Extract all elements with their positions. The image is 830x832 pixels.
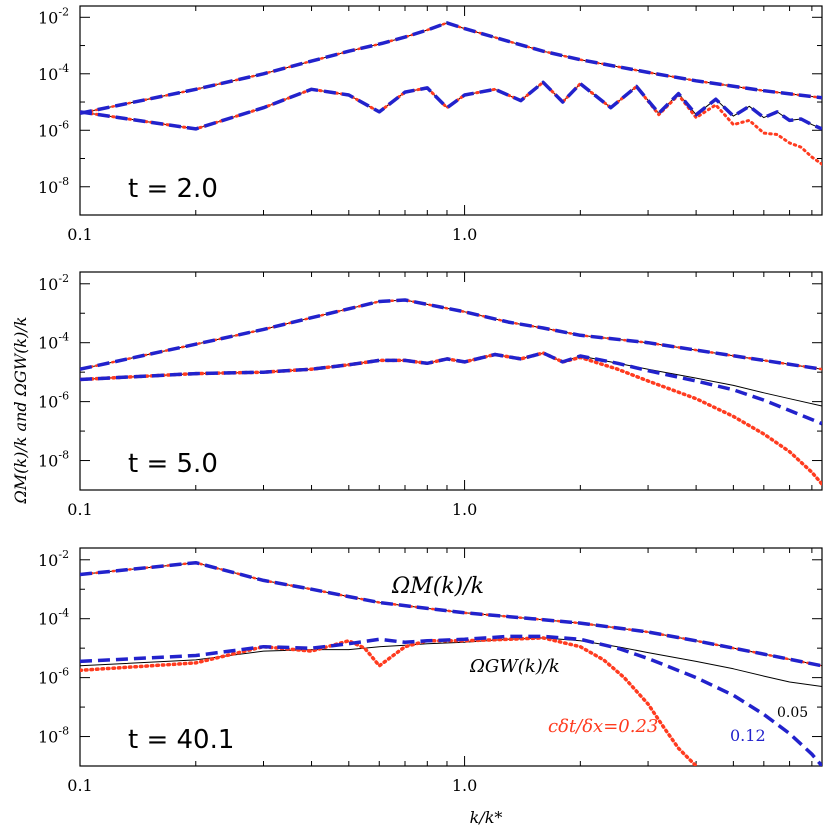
panel-2: 0.1 1.0 10-2 10-4 10-6 10-8 t = 5.0 [38, 271, 823, 519]
series-group [80, 298, 822, 486]
y-tick-label: 10-6 [38, 666, 69, 688]
time-label: t = 2.0 [128, 174, 218, 204]
legend-label-0.05: 0.05 [777, 705, 808, 721]
x-axis-label: k/k* [470, 808, 503, 827]
y-tick-label: 10-6 [38, 390, 69, 412]
series-gw-012 [80, 80, 822, 131]
x-tick-label: 0.1 [67, 500, 92, 519]
series-gw-012 [80, 634, 822, 766]
y-tick-label: 10-2 [38, 548, 69, 570]
series-gw-023 [80, 80, 822, 166]
y-tick-label: 10-8 [38, 725, 69, 747]
series-gw-005 [80, 352, 822, 407]
series-magnetic-005 [80, 22, 822, 114]
panel-1: 0.1 1.0 10-2 10-4 10-6 10-8 t = 2.0 [38, 5, 823, 244]
x-tick-label: 0.1 [67, 225, 92, 244]
y-axis-label: ΩM(k)/k and ΩGW(k)/k [11, 317, 30, 505]
series-magnetic-012 [80, 560, 822, 668]
legend-label-0.12: 0.12 [730, 726, 766, 745]
y-tick-label: 10-2 [38, 272, 69, 294]
legend-label-0.23: cδt/δx=0.23 [548, 716, 658, 737]
series-group [80, 560, 822, 766]
time-label: t = 5.0 [128, 449, 218, 479]
y-tick-label: 10-6 [38, 118, 69, 140]
y-tick-label: 10-4 [38, 62, 69, 84]
series-magnetic-012 [80, 21, 822, 116]
x-tick-label: 1.0 [452, 225, 477, 244]
x-tick-label: 1.0 [452, 776, 477, 795]
y-tick-label: 10-2 [38, 5, 69, 27]
x-tick-label: 1.0 [452, 500, 477, 519]
y-tick-label: 10-4 [38, 331, 69, 353]
plot-frame [79, 547, 823, 767]
series-magnetic-012 [80, 298, 822, 371]
y-tick-label: 10-8 [38, 449, 69, 471]
series-magnetic-023 [80, 21, 822, 115]
panel-3: 0.1 1.0 10-2 10-4 10-6 10-8 t = 40.1 [38, 547, 823, 795]
time-label: t = 40.1 [128, 725, 234, 755]
series-gw-005 [80, 637, 822, 687]
annotation-magnetic: ΩM(k)/k [391, 574, 484, 599]
series-gw-012 [80, 351, 822, 426]
x-tick-label: 0.1 [67, 776, 92, 795]
series-group [80, 21, 822, 166]
y-tick-label: 10-4 [38, 607, 69, 629]
annotation-gw: ΩGW(k)/k [469, 656, 560, 677]
y-tick-label: 10-8 [38, 175, 69, 197]
panels: 0.1 1.0 10-2 10-4 10-6 10-8 t = 2.0 0.1 1.0 10-2 1… [38, 5, 823, 795]
